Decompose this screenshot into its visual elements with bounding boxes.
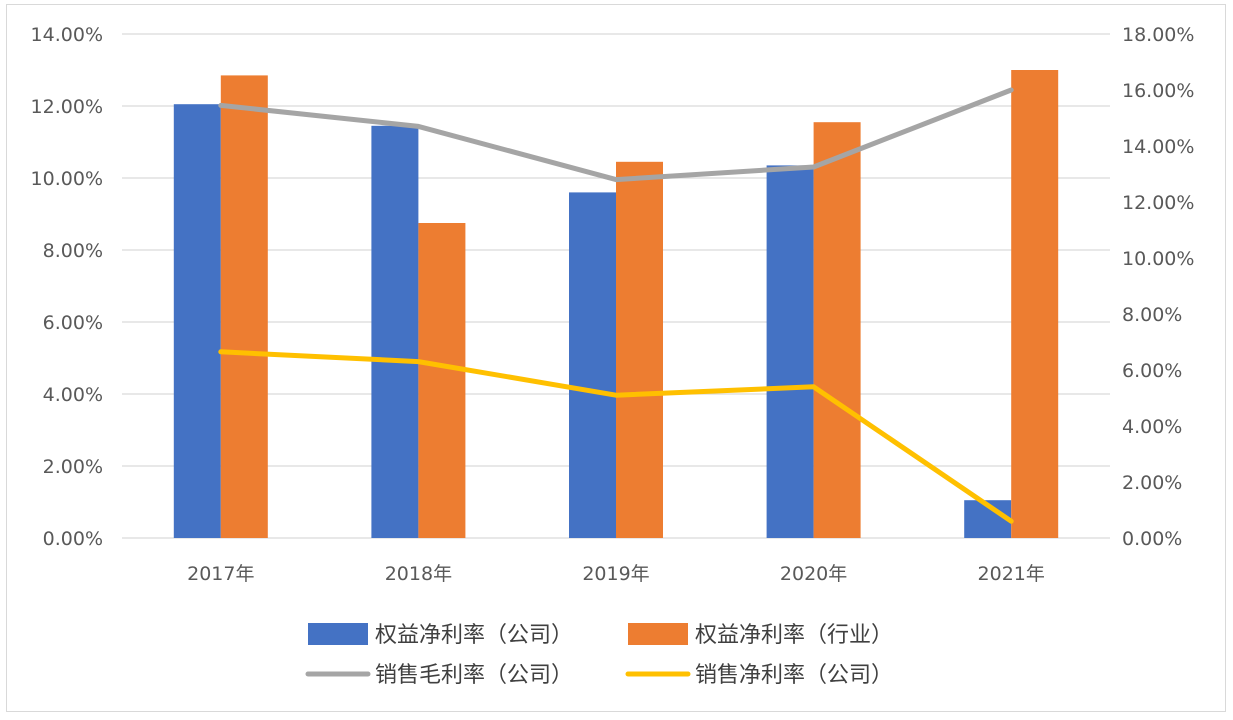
x-axis-ticks: 2017年 2018年 2019年 2020年 2021年 <box>187 563 1045 585</box>
legend-label: 权益净利率（公司） <box>375 623 573 648</box>
right-axis-tick-label: 10.00% <box>1122 248 1194 270</box>
right-axis-tick-label: 2.00% <box>1122 472 1182 494</box>
bar-roe-industry <box>418 223 466 538</box>
bars <box>173 70 1059 539</box>
line-gross-margin <box>218 87 1014 183</box>
left-axis-ticks: 0.00% 2.00% 4.00% 6.00% 8.00% 10.00% 12.00% 14.… <box>31 24 103 550</box>
bar-roe-company <box>766 165 814 538</box>
bar-roe-industry <box>220 75 268 539</box>
right-axis-ticks: 0.00% 2.00% 4.00% 6.00% 8.00% 10.00% 12.00% 14.… <box>1122 24 1194 550</box>
x-axis-tick-label: 2018年 <box>385 563 452 585</box>
legend-swatch <box>628 623 688 645</box>
left-axis-tick-label: 12.00% <box>31 96 103 118</box>
legend-item: 权益净利率（公司） <box>308 623 573 648</box>
bar-roe-company <box>371 125 419 539</box>
bar-roe-industry <box>813 122 861 538</box>
x-axis-tick-label: 2020年 <box>780 563 847 585</box>
bar-roe-company <box>173 104 221 538</box>
x-axis-tick-label: 2019年 <box>582 563 649 585</box>
left-axis-tick-label: 0.00% <box>43 528 103 550</box>
line-net-margin <box>218 349 1014 524</box>
right-axis-tick-label: 16.00% <box>1122 80 1194 102</box>
bar-roe-company <box>569 192 616 538</box>
left-axis-tick-label: 6.00% <box>43 312 103 334</box>
right-axis-tick-label: 18.00% <box>1122 24 1194 46</box>
right-axis-tick-label: 4.00% <box>1122 416 1182 438</box>
lines <box>218 87 1014 524</box>
right-axis-tick-label: 6.00% <box>1122 360 1182 382</box>
legend-label: 销售净利率（公司） <box>695 663 893 688</box>
x-axis-tick-label: 2017年 <box>187 563 254 585</box>
left-axis-tick-label: 10.00% <box>31 168 103 190</box>
left-axis-tick-label: 8.00% <box>43 240 103 262</box>
legend-label: 销售毛利率（公司） <box>375 663 573 688</box>
legend-label: 权益净利率（行业） <box>695 623 893 648</box>
left-axis-tick-label: 14.00% <box>31 24 103 46</box>
right-axis-tick-label: 8.00% <box>1122 304 1182 326</box>
legend-item: 销售净利率（公司） <box>625 663 893 688</box>
left-axis-tick-label: 2.00% <box>43 456 103 478</box>
left-axis-tick-label: 4.00% <box>43 384 103 406</box>
legend: 权益净利率（公司） 权益净利率（行业） 销售毛利率（公司） 销售净利率（公司） <box>305 623 893 688</box>
right-axis-tick-label: 12.00% <box>1122 192 1194 214</box>
bar-roe-industry <box>1011 70 1059 538</box>
bar-roe-industry <box>616 161 663 539</box>
right-axis-tick-label: 0.00% <box>1122 528 1182 550</box>
legend-item: 权益净利率（行业） <box>628 623 893 648</box>
right-axis-tick-label: 14.00% <box>1122 136 1194 158</box>
legend-item: 销售毛利率（公司） <box>305 663 573 688</box>
legend-swatch <box>308 623 368 645</box>
x-axis-tick-label: 2021年 <box>978 563 1045 585</box>
